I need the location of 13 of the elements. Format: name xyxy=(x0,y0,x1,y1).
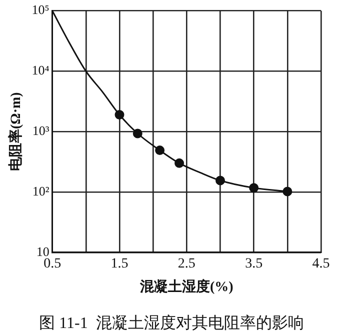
y-tick-label: 10 xyxy=(36,244,50,259)
x-tick-label: 4.5 xyxy=(312,256,330,272)
y-tick-label: 10⁴ xyxy=(32,62,50,78)
y-tick-label: 10² xyxy=(32,183,50,198)
x-tick-label: 1.5 xyxy=(110,256,128,272)
x-axis-title: 混凝土湿度(%) xyxy=(139,278,234,296)
x-tick-label: 0.5 xyxy=(44,256,62,272)
y-tick-label: 10³ xyxy=(32,123,50,138)
y-axis-title: 电阻率(Ω·m) xyxy=(7,92,24,172)
caption: 图 11-1 混凝土湿度对其电阻率的影响 xyxy=(39,314,304,332)
y-tick-label: 10⁵ xyxy=(32,2,50,18)
x-tick-label: 2.5 xyxy=(178,256,196,272)
x-tick-label: 3.5 xyxy=(245,256,263,272)
